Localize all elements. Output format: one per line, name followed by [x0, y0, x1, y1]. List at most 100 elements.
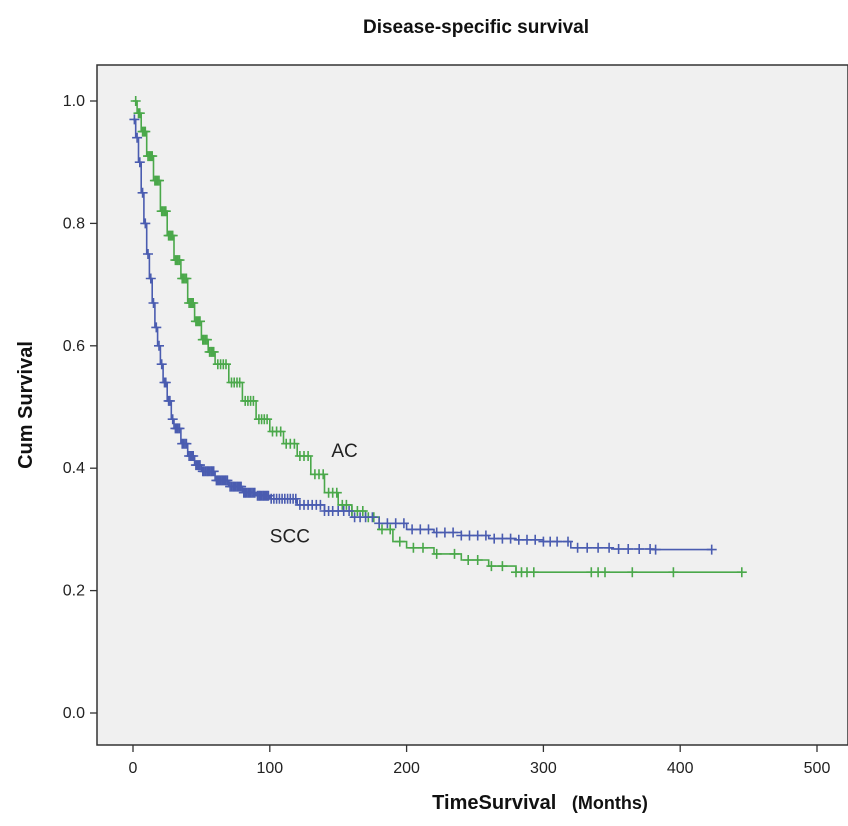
censor-mark-ac [160, 206, 171, 217]
censor-mark-ac [668, 567, 679, 578]
censor-mark-scc [650, 544, 661, 555]
censor-mark-ac [736, 567, 747, 578]
censor-mark-scc [367, 512, 378, 523]
censor-mark-ac [262, 414, 273, 425]
series-label-ac: AC [331, 441, 357, 462]
censor-mark-scc [398, 518, 409, 529]
censor-mark-scc [613, 544, 624, 554]
censor-mark-scc [132, 132, 143, 143]
censor-mark-scc [160, 377, 171, 388]
censor-mark-scc [174, 423, 185, 434]
censor-mark-scc [137, 187, 148, 198]
plot-area [96, 64, 848, 746]
axes: 0.0 0.2 0.4 0.6 0.8 1.0 0 100 200 300 400 500 [63, 93, 831, 777]
censor-mark-scc [188, 451, 199, 461]
censor-mark-ac [418, 542, 428, 553]
x-tick-label: 100 [256, 760, 283, 777]
censor-mark-ac [201, 334, 212, 345]
censor-mark-ac [248, 395, 259, 406]
censor-mark-ac [289, 438, 300, 449]
x-axis-label: TimeSurvival (Months) [432, 792, 648, 814]
censor-mark-ac [331, 487, 342, 498]
censor-mark-scc [706, 544, 717, 555]
censor-mark-ac [167, 230, 178, 241]
censor-mark-scc [423, 524, 434, 535]
censor-mark-ac [357, 506, 368, 516]
chart-title: Disease-specific survival [363, 17, 589, 38]
censor-mark-ac [394, 536, 405, 547]
censor-mark-ac [134, 108, 145, 119]
censor-mark-scc [593, 542, 604, 553]
y-tick-label: 1.0 [63, 93, 85, 110]
censor-mark-scc [148, 298, 159, 308]
y-tick-label: 0.0 [63, 705, 85, 722]
censor-mark-ac [208, 346, 219, 357]
x-tick-label: 500 [804, 760, 831, 777]
censor-mark-ac [130, 96, 141, 106]
censor-mark-ac [627, 567, 638, 578]
censor-mark-scc [164, 395, 175, 406]
censor-mark-ac [181, 273, 192, 284]
censor-mark-scc [129, 114, 140, 125]
censor-mark-scc [181, 438, 192, 449]
x-tick-label: 0 [129, 760, 138, 777]
censor-mark-ac [463, 555, 474, 565]
series-label-scc: SCC [270, 527, 310, 548]
censor-mark-ac [140, 126, 151, 137]
censor-mark-scc [151, 322, 162, 333]
censor-mark-scc [208, 466, 219, 477]
censor-mark-ac [221, 359, 231, 370]
censor-mark-scc [156, 359, 167, 370]
censor-mark-scc [582, 542, 593, 553]
y-tick-label: 0.4 [63, 460, 85, 477]
censor-mark-scc [143, 249, 153, 259]
censor-mark-scc [315, 499, 326, 510]
censor-mark-scc [480, 530, 491, 541]
y-tick-label: 0.2 [63, 583, 85, 600]
censor-mark-scc [530, 534, 541, 545]
censor-mark-ac [318, 469, 329, 480]
censor-marks [129, 96, 747, 578]
censor-mark-scc [572, 542, 583, 553]
censor-mark-ac [234, 377, 245, 388]
censor-mark-scc [623, 544, 634, 554]
censor-mark-ac [195, 316, 205, 327]
x-axis-label-unit: (Months) [572, 793, 648, 813]
censor-mark-scc [552, 536, 563, 547]
censor-mark-ac [385, 524, 396, 535]
censor-mark-ac [408, 542, 419, 553]
censor-mark-scc [140, 218, 151, 229]
censor-mark-ac [486, 561, 497, 572]
x-axis-label-main: TimeSurvival [432, 792, 556, 814]
censor-mark-scc [154, 340, 164, 351]
censor-mark-ac [275, 426, 286, 437]
censor-mark-scc [505, 533, 516, 544]
y-tick-label: 0.8 [63, 215, 85, 232]
censor-mark-ac [528, 567, 539, 578]
censor-mark-scc [222, 475, 233, 486]
censor-mark-ac [147, 151, 158, 162]
y-axis-label: Cum Survival [15, 341, 37, 469]
x-tick-label: 300 [530, 760, 557, 777]
censor-mark-scc [195, 460, 205, 471]
censor-mark-scc [145, 273, 156, 284]
censor-mark-ac [472, 555, 483, 565]
censor-mark-scc [344, 506, 355, 516]
censor-mark-scc [167, 414, 178, 425]
censor-mark-ac [600, 567, 610, 578]
censor-mark-ac [341, 499, 352, 510]
censor-mark-scc [290, 493, 301, 504]
y-tick-label: 0.6 [63, 338, 85, 355]
censor-mark-ac [174, 255, 185, 266]
censor-mark-scc [134, 157, 145, 168]
censor-mark-ac [154, 175, 164, 186]
x-tick-label: 200 [393, 760, 420, 777]
censor-mark-ac [431, 548, 442, 559]
series-annotations: AC SCC [270, 441, 358, 548]
censor-mark-scc [604, 542, 615, 553]
censor-mark-scc [236, 481, 247, 492]
censor-mark-ac [188, 298, 199, 308]
censor-mark-ac [497, 561, 508, 572]
censor-mark-ac [449, 548, 460, 559]
